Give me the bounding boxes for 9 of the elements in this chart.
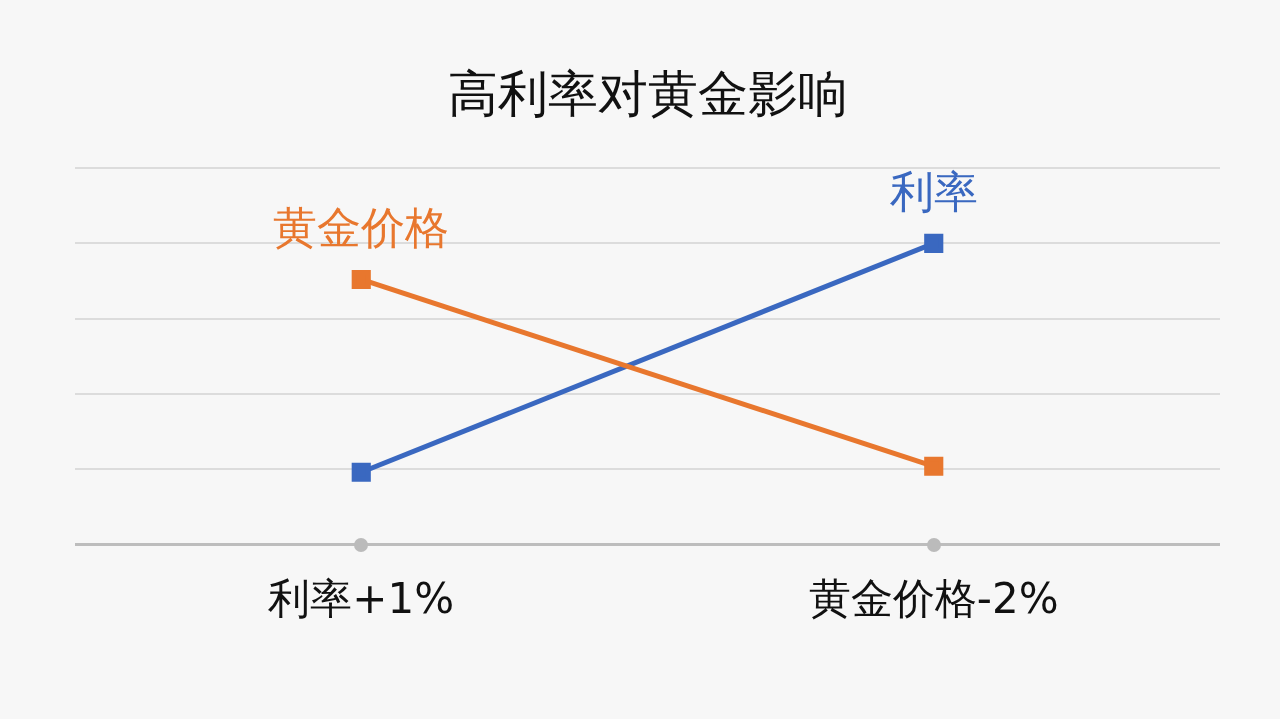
point: [924, 233, 944, 253]
series-label: 利率: [889, 165, 978, 217]
point: [351, 269, 371, 290]
series-label: 黄金价格: [273, 201, 450, 253]
point: [924, 456, 944, 476]
x-tick-label: 黄金价格-2%: [808, 573, 1059, 623]
x-tick-label: 利率+1%: [268, 573, 455, 623]
chart-title: 高利率对黄金影响: [447, 64, 848, 123]
point: [351, 462, 371, 482]
